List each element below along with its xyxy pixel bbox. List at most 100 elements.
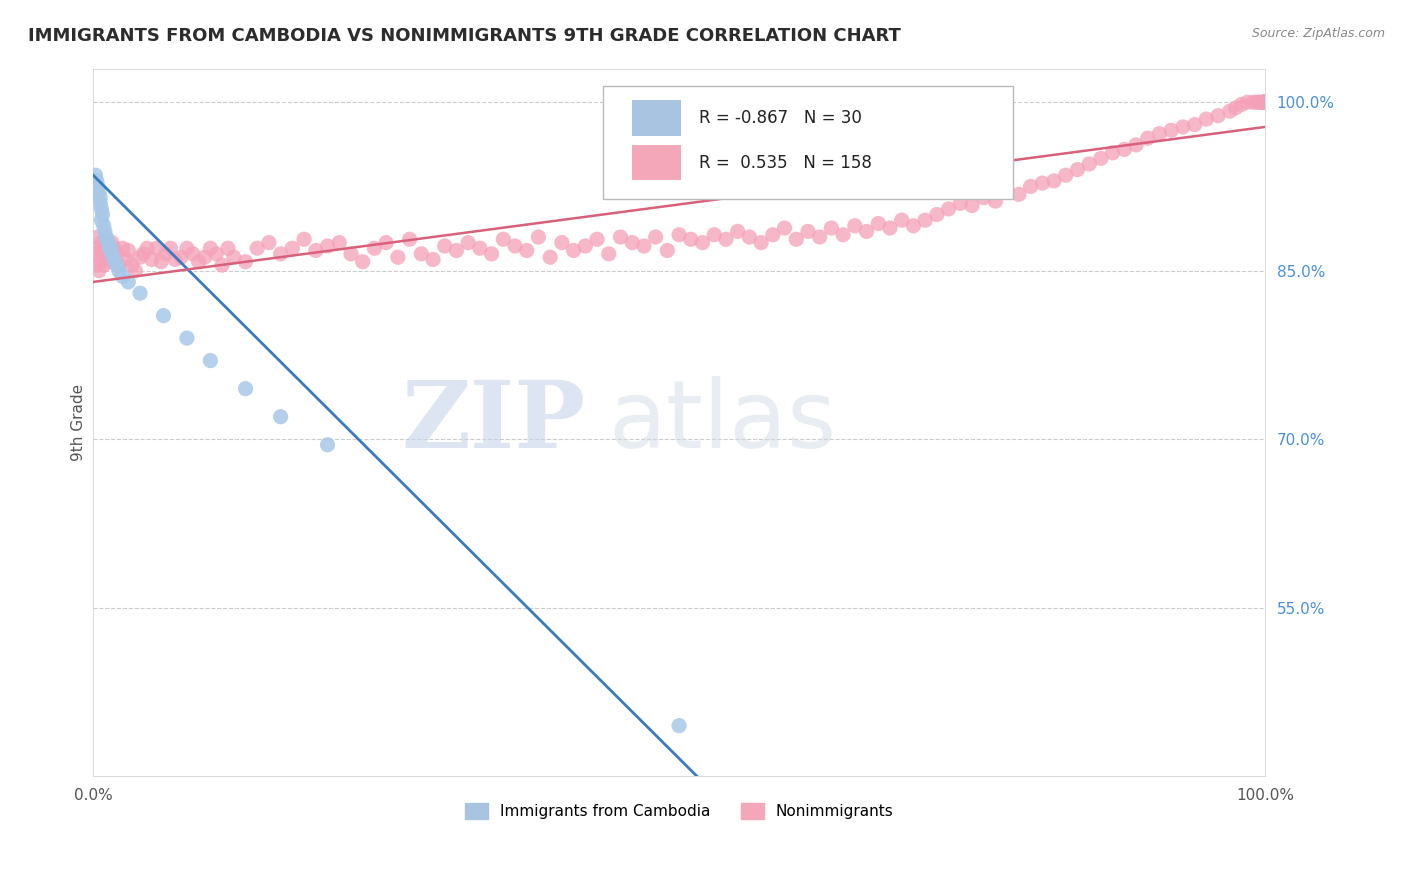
Point [1254, 95, 1277, 110]
Point [235, 254, 257, 268]
Point [105, 258, 128, 272]
Text: ZIP: ZIP [401, 377, 585, 467]
Point [187, 254, 209, 268]
Point [93, 219, 115, 233]
Point [211, 258, 233, 272]
Point [1250, 95, 1272, 110]
Point [433, 239, 456, 253]
Point [90, 202, 112, 216]
Point [136, 241, 159, 255]
Point [108, 263, 131, 277]
Point [176, 241, 198, 255]
Point [117, 275, 139, 289]
Point [586, 232, 609, 246]
Point [1254, 95, 1277, 110]
Point [1254, 95, 1277, 110]
Point [129, 250, 152, 264]
Point [1254, 95, 1277, 110]
Point [598, 247, 620, 261]
Point [103, 252, 125, 267]
Point [1206, 109, 1229, 123]
Point [1171, 120, 1194, 134]
Point [503, 239, 526, 253]
Point [832, 227, 855, 242]
Text: IMMIGRANTS FROM CAMBODIA VS NONIMMIGRANTS 9TH GRADE CORRELATION CHART: IMMIGRANTS FROM CAMBODIA VS NONIMMIGRANT… [28, 27, 901, 45]
Point [387, 250, 409, 264]
Point [86, 258, 108, 272]
Point [1254, 95, 1277, 110]
Point [1149, 127, 1171, 141]
Y-axis label: 9th Grade: 9th Grade [72, 384, 86, 461]
Point [1254, 95, 1277, 110]
Point [94, 241, 117, 255]
Point [1225, 101, 1247, 115]
Point [868, 217, 890, 231]
Point [121, 258, 143, 272]
Point [1254, 95, 1277, 110]
Point [679, 232, 702, 246]
Point [890, 213, 912, 227]
Point [94, 230, 117, 244]
Point [103, 241, 125, 255]
Point [170, 250, 193, 264]
Point [316, 438, 339, 452]
Point [879, 221, 901, 235]
Point [108, 258, 131, 272]
Point [1160, 123, 1182, 137]
Text: R = -0.867   N = 30: R = -0.867 N = 30 [699, 109, 862, 127]
Point [973, 191, 995, 205]
Point [87, 263, 110, 277]
Point [844, 219, 866, 233]
Point [621, 235, 644, 250]
Point [98, 241, 121, 255]
Point [159, 241, 181, 255]
Point [89, 196, 111, 211]
Point [808, 230, 831, 244]
Point [363, 241, 385, 255]
Point [87, 185, 110, 199]
Point [1254, 95, 1277, 110]
Point [644, 230, 666, 244]
Point [129, 286, 152, 301]
Point [995, 185, 1018, 199]
Point [738, 230, 761, 244]
Point [1254, 95, 1277, 110]
Point [657, 244, 679, 258]
Point [1249, 95, 1271, 110]
Point [516, 244, 538, 258]
Point [84, 168, 107, 182]
Point [222, 250, 245, 264]
Point [820, 221, 842, 235]
Point [141, 252, 163, 267]
FancyBboxPatch shape [603, 87, 1014, 200]
Point [797, 224, 820, 238]
Point [668, 227, 690, 242]
Point [257, 235, 280, 250]
Point [1251, 95, 1274, 110]
Point [90, 213, 112, 227]
Point [205, 247, 228, 261]
Point [762, 227, 785, 242]
Point [150, 254, 173, 268]
Point [1236, 95, 1258, 110]
Point [1254, 95, 1277, 110]
Point [83, 241, 105, 255]
Point [1253, 95, 1275, 110]
Point [1136, 131, 1159, 145]
Point [692, 235, 714, 250]
Point [1254, 95, 1277, 110]
Point [200, 353, 222, 368]
Point [855, 224, 877, 238]
Point [270, 247, 292, 261]
Point [1230, 97, 1253, 112]
Point [1184, 118, 1206, 132]
Point [246, 241, 269, 255]
Point [97, 235, 120, 250]
Point [270, 409, 292, 424]
Point [468, 241, 491, 255]
Point [105, 247, 128, 261]
Point [90, 235, 112, 250]
Point [481, 247, 503, 261]
Point [422, 252, 444, 267]
Point [1090, 152, 1112, 166]
